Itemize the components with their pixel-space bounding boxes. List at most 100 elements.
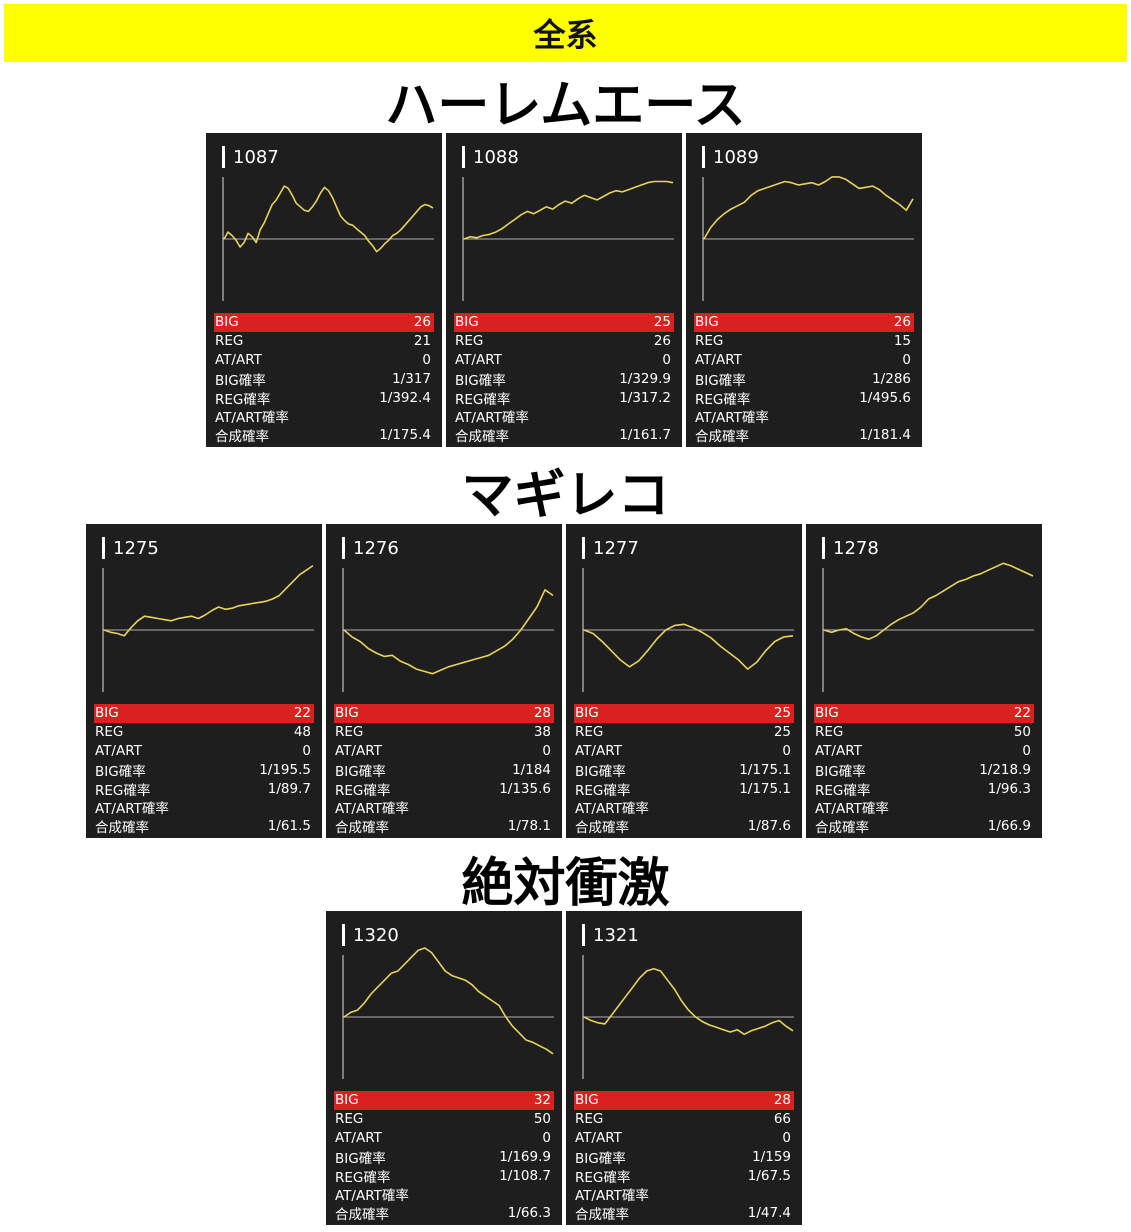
header-marker	[702, 146, 705, 168]
stat-value: 0	[302, 742, 311, 759]
stat-label: 合成確率	[455, 429, 509, 446]
stats-table: BIG 28 REG 38 AT/ART 0 BIG確率 1/184 REG確率 1/135.6 A…	[334, 704, 554, 836]
stats-row: 合成確率 1/181.4	[694, 426, 914, 445]
stats-row: 合成確率 1/87.6	[574, 817, 794, 836]
stat-value: 0	[542, 1129, 551, 1146]
stats-row: 合成確率 1/66.3	[334, 1204, 554, 1223]
stats-row: REG確率 1/89.7	[94, 779, 314, 799]
stat-label: REG	[455, 333, 484, 350]
stat-value: 1/317	[392, 370, 431, 387]
stat-label: 合成確率	[335, 820, 389, 837]
header-marker	[822, 537, 825, 559]
stat-label: BIG	[95, 705, 119, 722]
header-marker	[582, 537, 585, 559]
stat-label: BIG確率	[455, 372, 506, 389]
stat-value: 0	[662, 351, 671, 368]
graph-trend-line	[343, 947, 554, 1055]
stat-value: 1/329.9	[619, 370, 671, 387]
header-marker	[582, 924, 585, 946]
stat-value: 1/218.9	[979, 761, 1031, 778]
machine-panel-1088[interactable]: 1088 BIG 25 REG 26 AT/ART 0 BIG確率 1/329.9 REG確率 1/…	[446, 133, 682, 447]
stats-row: REG 25	[574, 723, 794, 742]
stats-row: AT/ART確率	[94, 798, 314, 817]
stats-row: BIG 26	[214, 313, 434, 332]
machine-panel-1275[interactable]: 1275 BIG 22 REG 48 AT/ART 0 BIG確率 1/195.5 REG確率 1/…	[86, 524, 322, 838]
stat-label: BIG確率	[575, 763, 626, 780]
stat-value: 1/159	[752, 1148, 791, 1165]
graph-trend-line	[583, 623, 794, 670]
machine-panel-1276[interactable]: 1276 BIG 28 REG 38 AT/ART 0 BIG確率 1/184 REG確率 1/13…	[326, 524, 562, 838]
machine-panel-1278[interactable]: 1278 BIG 22 REG 50 AT/ART 0 BIG確率 1/218.9 REG確率 1/…	[806, 524, 1042, 838]
stats-table: BIG 25 REG 25 AT/ART 0 BIG確率 1/175.1 REG確率 1/175.…	[574, 704, 794, 836]
graph-trend-line	[583, 967, 794, 1036]
stat-value: 0	[422, 351, 431, 368]
stats-row: REG確率 1/108.7	[334, 1166, 554, 1186]
stat-label: AT/ART確率	[815, 801, 889, 818]
stat-label: BIG確率	[695, 372, 746, 389]
stat-value: 25	[773, 705, 791, 722]
stat-value: 1/495.6	[859, 389, 911, 406]
machine-header: 1087	[222, 145, 279, 169]
stat-value: 32	[533, 1092, 551, 1109]
machine-number: 1277	[593, 537, 639, 559]
stat-label: REG	[575, 1111, 604, 1128]
machine-panel-1320[interactable]: 1320 BIG 32 REG 50 AT/ART 0 BIG確率 1/169.9 REG確率 1/…	[326, 911, 562, 1225]
machine-panel-1087[interactable]: 1087 BIG 26 REG 21 AT/ART 0 BIG確率 1/317 REG確率 1/39…	[206, 133, 442, 447]
category-banner: 全系	[4, 4, 1127, 62]
stats-row: REG 66	[574, 1110, 794, 1129]
stats-row: AT/ART 0	[334, 1129, 554, 1148]
stats-row: AT/ART確率	[454, 407, 674, 426]
header-marker	[102, 537, 105, 559]
stats-row: REG 50	[814, 723, 1034, 742]
stats-row: BIG確率 1/175.1	[574, 760, 794, 780]
stat-label: BIG	[695, 314, 719, 331]
stat-value: 1/61.5	[267, 818, 311, 835]
machine-number: 1087	[233, 146, 279, 168]
machine-header: 1276	[342, 536, 399, 560]
machine-panel-1321[interactable]: 1321 BIG 28 REG 66 AT/ART 0 BIG確率 1/159 REG確率 1/67…	[566, 911, 802, 1225]
stat-value: 1/175.1	[739, 780, 791, 797]
graph-trend-line	[463, 180, 674, 240]
graph-trend-line	[103, 564, 314, 637]
stats-table: BIG 32 REG 50 AT/ART 0 BIG確率 1/169.9 REG確率 1/108.…	[334, 1091, 554, 1223]
stat-label: BIG	[575, 1092, 599, 1109]
stat-label: REG	[815, 724, 844, 741]
machine-number: 1320	[353, 924, 399, 946]
stat-label: AT/ART	[95, 742, 142, 759]
stats-row: BIG確率 1/159	[574, 1147, 794, 1167]
stat-label: AT/ART	[575, 742, 622, 759]
stat-label: AT/ART確率	[575, 1188, 649, 1205]
machine-header: 1321	[582, 923, 639, 947]
stats-row: REG確率 1/135.6	[334, 779, 554, 799]
stats-row: BIG 25	[454, 313, 674, 332]
stats-table: BIG 22 REG 48 AT/ART 0 BIG確率 1/195.5 REG確率 1/89.7…	[94, 704, 314, 836]
machine-panel-1089[interactable]: 1089 BIG 26 REG 15 AT/ART 0 BIG確率 1/286 REG確率 1/49…	[686, 133, 922, 447]
machine-number: 1089	[713, 146, 759, 168]
stats-row: BIG 25	[574, 704, 794, 723]
machine-header: 1278	[822, 536, 879, 560]
stat-label: 合成確率	[695, 429, 749, 446]
machine-number: 1275	[113, 537, 159, 559]
stats-row: REG確率 1/175.1	[574, 779, 794, 799]
stat-label: AT/ART	[815, 742, 862, 759]
stat-label: BIG確率	[575, 1150, 626, 1167]
machine-number: 1276	[353, 537, 399, 559]
stats-row: 合成確率 1/78.1	[334, 817, 554, 836]
stats-row: 合成確率 1/61.5	[94, 817, 314, 836]
stat-label: REG確率	[455, 391, 511, 408]
stat-label: BIG確率	[335, 1150, 386, 1167]
stat-label: BIG	[335, 1092, 359, 1109]
stats-row: AT/ART確率	[574, 798, 794, 817]
stats-row: AT/ART確率	[334, 1185, 554, 1204]
stats-row: AT/ART 0	[694, 351, 914, 370]
stats-row: AT/ART 0	[454, 351, 674, 370]
stats-row: REG 48	[94, 723, 314, 742]
header-marker	[462, 146, 465, 168]
stat-label: REG確率	[335, 782, 391, 799]
stat-label: REG確率	[695, 391, 751, 408]
machine-panel-1277[interactable]: 1277 BIG 25 REG 25 AT/ART 0 BIG確率 1/175.1 REG確率 1/…	[566, 524, 802, 838]
stat-label: BIG	[455, 314, 479, 331]
stat-label: AT/ART確率	[335, 1188, 409, 1205]
stats-table: BIG 28 REG 66 AT/ART 0 BIG確率 1/159 REG確率 1/67.5 AT…	[574, 1091, 794, 1223]
stats-row: BIG 26	[694, 313, 914, 332]
